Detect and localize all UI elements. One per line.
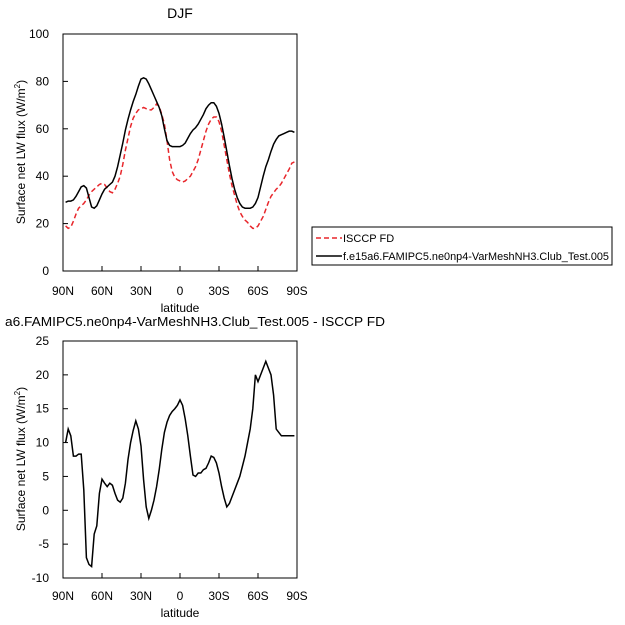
bottom-plot-frame: [62, 340, 298, 579]
bottom-y-tick-label-neg5: -5: [38, 537, 49, 551]
bottom-y-tick-label-25: 25: [36, 334, 50, 348]
top-x-tick-labels: 90N 60N 30N 0 30S 60S 90S: [52, 284, 308, 298]
bottom-panel: a6.FAMIPC5.ne0np4-VarMeshNH3.Club_Test.0…: [5, 314, 385, 620]
top-x-tick-label-30n: 30N: [130, 284, 152, 298]
top-y-axis-label-close: ): [14, 80, 28, 84]
top-series-model-line: [65, 77, 295, 210]
top-x-tick-label-60s: 60S: [247, 284, 268, 298]
top-x-ticks: [62, 266, 298, 271]
top-y-tick-label-100: 100: [29, 27, 49, 41]
bottom-x-tick-label-60s: 60S: [247, 589, 268, 603]
top-y-axis-label-sup: 2: [13, 83, 22, 88]
bottom-x-tick-label-30n: 30N: [130, 589, 152, 603]
top-y-tick-label-40: 40: [36, 169, 50, 183]
bottom-y-ticks: [63, 340, 68, 579]
top-y-tick-label-0: 0: [42, 264, 49, 278]
top-x-axis-label: latitude: [161, 301, 200, 315]
top-y-tick-label-80: 80: [36, 74, 50, 88]
legend: ISCCP FD f.e15a6.FAMIPC5.ne0np4-VarMeshN…: [311, 226, 613, 266]
top-series-isccp-fd-line: [65, 102, 295, 230]
bottom-x-axis-label: latitude: [161, 606, 200, 620]
bottom-series-difference-line: [64, 359, 295, 568]
bottom-y-tick-label-0: 0: [42, 503, 49, 517]
top-x-tick-label-90s: 90S: [286, 284, 307, 298]
legend-label-model: f.e15a6.FAMIPC5.ne0np4-VarMeshNH3.Club_T…: [343, 251, 609, 263]
bottom-x-tick-label-60n: 60N: [91, 589, 113, 603]
bottom-y-tick-label-10: 10: [36, 436, 50, 450]
legend-label-isccp-fd: ISCCP FD: [343, 233, 394, 245]
top-plot-frame: [62, 33, 298, 272]
bottom-y-tick-label-20: 20: [36, 368, 50, 382]
top-y-axis-label-main: Surface net LW flux (W/m: [14, 88, 28, 224]
bottom-x-tick-label-90n: 90N: [52, 589, 74, 603]
bottom-y-tick-label-15: 15: [36, 402, 50, 416]
bottom-x-ticks: [62, 573, 298, 578]
bottom-y-axis-label: Surface net LW flux (W/m2): [13, 387, 28, 531]
bottom-y-tick-labels: -10 -5 0 5 10 15 20 25: [32, 334, 50, 585]
bottom-y-axis-label-close: ): [14, 387, 28, 391]
bottom-y-axis-label-sup: 2: [13, 390, 22, 395]
top-x-tick-label-60n: 60N: [91, 284, 113, 298]
top-y-axis-label: Surface net LW flux (W/m2): [13, 80, 28, 224]
top-x-tick-label-0: 0: [177, 284, 184, 298]
bottom-x-tick-labels: 90N 60N 30N 0 30S 60S 90S: [52, 589, 308, 603]
top-chart-title: DJF: [167, 5, 193, 21]
top-y-tick-label-60: 60: [36, 122, 50, 136]
top-x-tick-label-90n: 90N: [52, 284, 74, 298]
bottom-x-tick-label-90s: 90S: [286, 589, 307, 603]
bottom-x-tick-label-0: 0: [177, 589, 184, 603]
top-y-ticks: [63, 33, 68, 272]
top-y-tick-labels: 0 20 40 60 80 100: [29, 27, 49, 278]
bottom-y-tick-label-neg10: -10: [32, 571, 50, 585]
top-y-tick-label-20: 20: [36, 217, 50, 231]
bottom-y-tick-label-5: 5: [42, 469, 49, 483]
bottom-y-axis-label-main: Surface net LW flux (W/m: [14, 395, 28, 531]
top-x-tick-label-30s: 30S: [208, 284, 229, 298]
legend-box: [311, 226, 613, 266]
top-panel: DJF 90N 60N 30N 0 30S 60S 90S latitude: [13, 5, 308, 315]
bottom-chart-title: a6.FAMIPC5.ne0np4-VarMeshNH3.Club_Test.0…: [5, 314, 385, 329]
bottom-x-tick-label-30s: 30S: [208, 589, 229, 603]
